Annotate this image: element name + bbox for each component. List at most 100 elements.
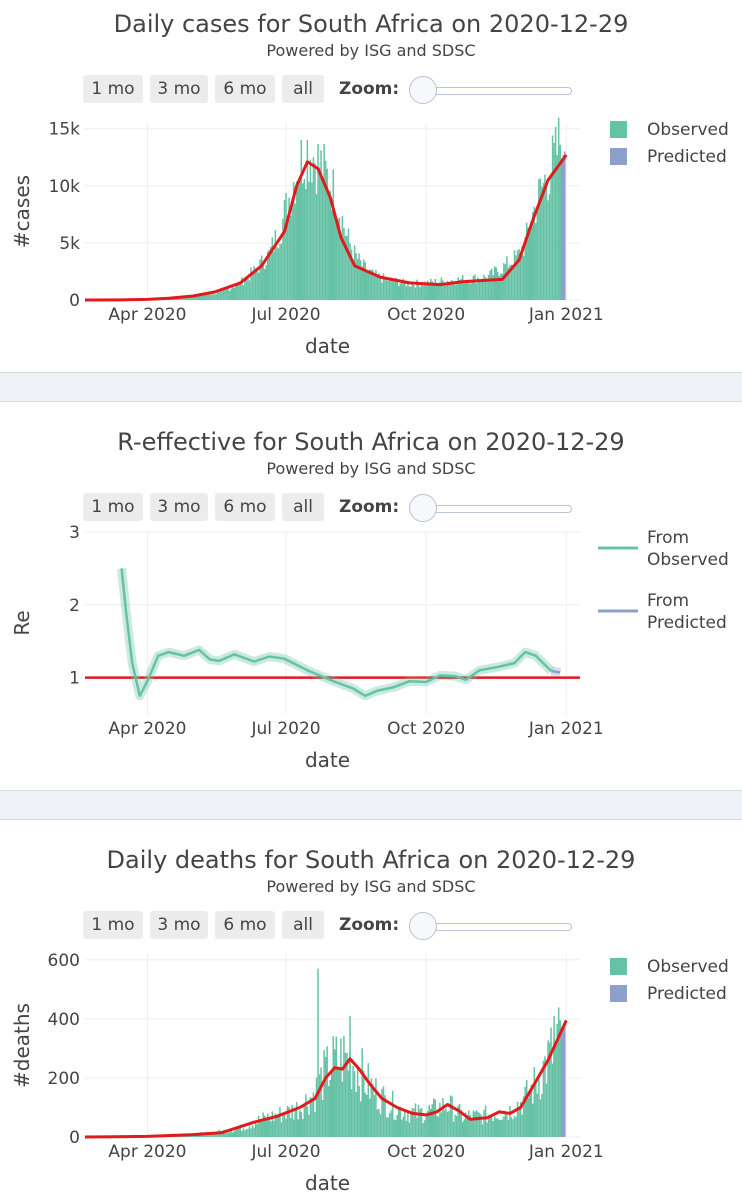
observed-bar (321, 179, 324, 300)
zoom-slider-knob[interactable] (409, 494, 437, 522)
legend-observed-label: From Observed (647, 528, 729, 570)
observed-bar (338, 217, 341, 300)
observed-bar (490, 268, 493, 300)
observed-bar (196, 294, 199, 300)
fit-line (84, 154, 568, 302)
observed-bar (248, 1126, 251, 1137)
observed-bar (440, 1112, 443, 1137)
observed-bar (329, 1079, 331, 1137)
observed-bar (338, 1067, 341, 1137)
observed-bar (263, 269, 266, 300)
observed-bar (524, 1086, 526, 1137)
observed-bar (356, 258, 359, 300)
observed-bar (300, 139, 303, 300)
y-tick-label: 3 (69, 523, 80, 543)
observed-bar (425, 285, 427, 300)
observed-bar (215, 1132, 217, 1137)
observed-bar (340, 234, 342, 300)
range-1mo-button[interactable]: 1 mo (83, 493, 143, 521)
observed-bar (515, 255, 517, 300)
range-all-button[interactable]: all (282, 75, 324, 103)
observed-bar (448, 1111, 450, 1137)
observed-bar (376, 1109, 379, 1137)
observed-bar (390, 277, 392, 300)
observed-bar (291, 198, 293, 300)
range-6mo-button[interactable]: 6 mo (215, 75, 275, 103)
observed-bar (463, 1119, 466, 1137)
observed-bar (471, 282, 473, 300)
observed-bar (454, 1114, 456, 1137)
x-tick-label: Apr 2020 (108, 305, 186, 325)
observed-bar (337, 219, 339, 300)
observed-bar (239, 284, 242, 300)
observed-bar (203, 295, 205, 300)
observed-bar (425, 1115, 427, 1137)
y-tick-label: 400 (48, 1010, 80, 1030)
observed-bar (527, 227, 529, 300)
observed-bar (279, 1107, 281, 1137)
observed-bar (344, 235, 347, 300)
observed-bar (267, 1113, 269, 1137)
observed-bar (385, 1117, 388, 1137)
observed-bar (547, 200, 549, 300)
observed-bar (553, 143, 555, 300)
observed-bar (282, 218, 284, 300)
observed-bar (317, 968, 319, 1137)
observed-bar (381, 1088, 383, 1137)
observed-bar (288, 1107, 290, 1137)
observed-bar (404, 281, 406, 300)
observed-bar (475, 1110, 478, 1137)
observed-bar (521, 1114, 523, 1137)
y-tick-label: 2 (69, 596, 80, 616)
observed-bar (422, 1123, 424, 1137)
observed-bar (454, 284, 456, 300)
observed-bar (324, 160, 327, 300)
observed-bar (216, 291, 219, 300)
legend-predicted-swatch (610, 148, 627, 165)
observed-bar (516, 250, 519, 300)
observed-bar (408, 286, 411, 300)
legend-observed-swatch (610, 958, 627, 975)
range-3mo-button[interactable]: 3 mo (150, 493, 208, 521)
zoom-slider-knob[interactable] (409, 912, 437, 940)
observed-bar (448, 282, 450, 300)
observed-bar (428, 284, 430, 300)
x-axis-title: date (305, 334, 350, 358)
cases-plot: Apr 2020 Jul 2020 Oct 2020 Jan 2021 0 5k 10k 15… (10, 117, 729, 358)
observed-bar (244, 1130, 246, 1137)
observed-bar (472, 275, 475, 300)
x-tick-label: Oct 2020 (387, 305, 465, 325)
observed-bar (551, 135, 554, 300)
range-3mo-button[interactable]: 3 mo (150, 911, 208, 939)
observed-bar (408, 1122, 411, 1137)
observed-bar (420, 1107, 423, 1137)
y-axis-title: Re (10, 610, 34, 635)
observed-bar (426, 1111, 429, 1137)
observed-bar (437, 1116, 440, 1137)
observed-bar (461, 1121, 464, 1137)
range-1mo-button[interactable]: 1 mo (83, 911, 143, 939)
range-all-button[interactable]: all (282, 493, 324, 521)
x-tick-label: Oct 2020 (387, 1142, 465, 1162)
observed-bar (378, 273, 380, 300)
observed-bar (554, 1041, 557, 1137)
range-6mo-button[interactable]: 6 mo (215, 493, 275, 521)
observed-bar (346, 1052, 348, 1137)
observed-bar (283, 1115, 286, 1137)
observed-bar (306, 1106, 309, 1137)
range-1mo-button[interactable]: 1 mo (83, 75, 143, 103)
observed-bar (256, 1123, 258, 1137)
range-3mo-button[interactable]: 3 mo (150, 75, 208, 103)
range-all-button[interactable]: all (282, 911, 324, 939)
zoom-slider-knob[interactable] (409, 76, 437, 104)
zoom-label: Zoom: (339, 79, 400, 99)
observed-bar (431, 281, 434, 300)
range-6mo-button[interactable]: 6 mo (215, 911, 275, 939)
observed-bar (474, 274, 476, 300)
observed-bar (387, 280, 389, 300)
x-axis-title: date (305, 748, 350, 772)
observed-bar (410, 286, 412, 300)
observed-bar (260, 1119, 263, 1137)
observed-bar (285, 1118, 287, 1137)
observed-bar (199, 295, 202, 300)
